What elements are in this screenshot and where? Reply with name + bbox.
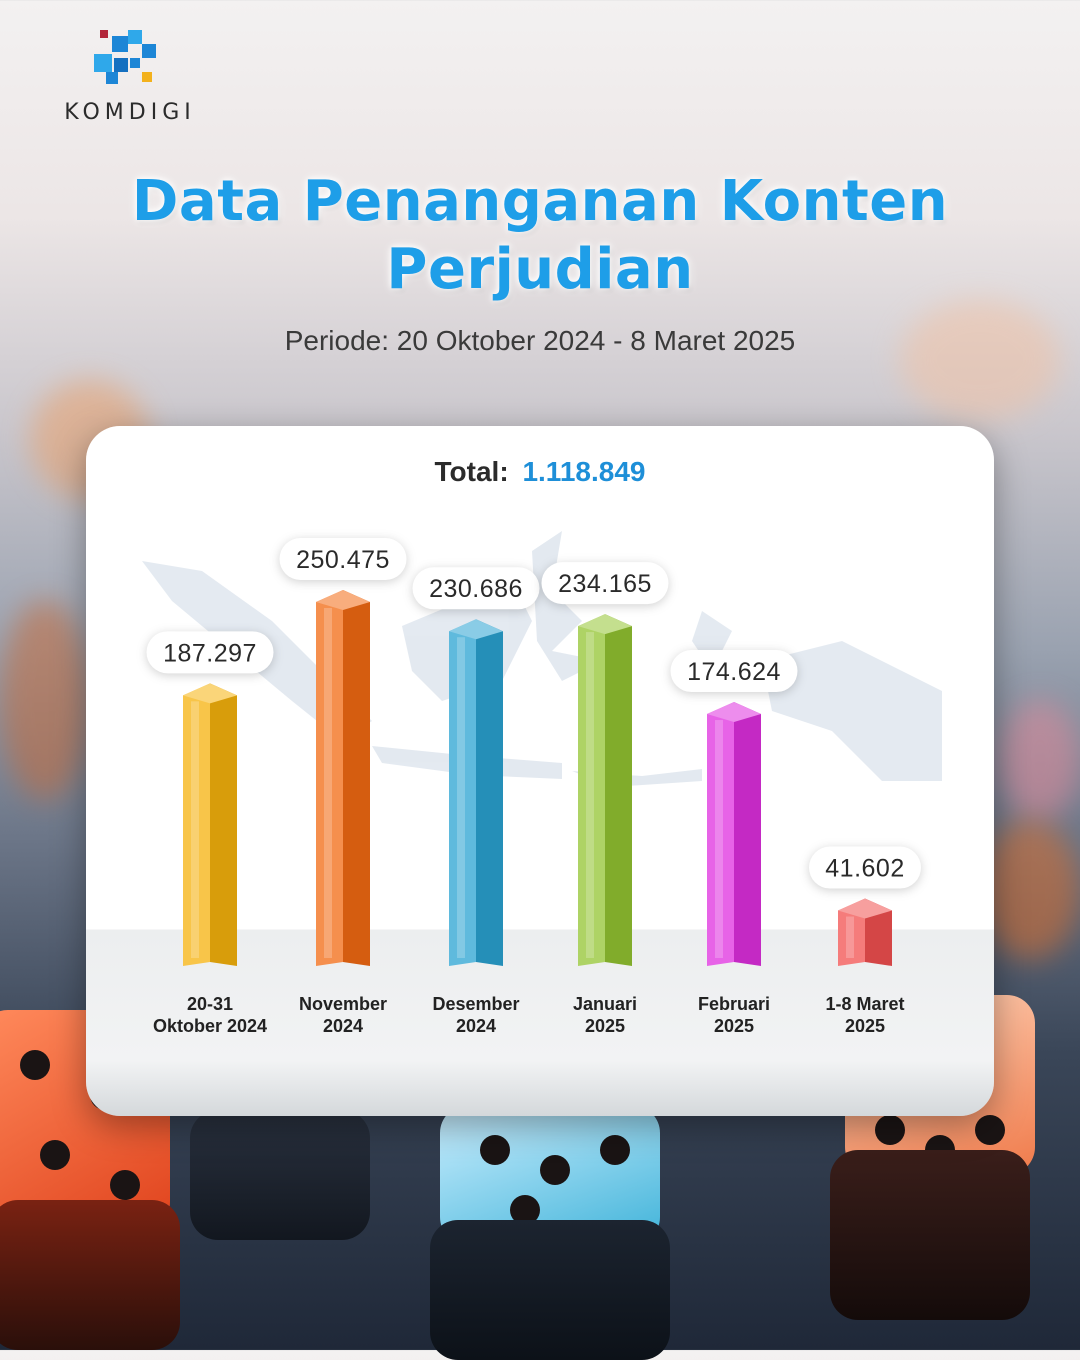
- value-label: 174.624: [687, 658, 781, 686]
- value-label-bg: [146, 631, 274, 674]
- dice-decoration-dark: [190, 1110, 370, 1240]
- page-title: Data Penanganan Konten Perjudian: [131, 169, 949, 302]
- category-label: 2024: [323, 1016, 363, 1036]
- value-label: 41.602: [825, 855, 904, 883]
- bar-6: [838, 898, 892, 966]
- bar-2: [316, 590, 370, 966]
- dice-decoration-left-shadow: [0, 1200, 180, 1350]
- value-label: 250.475: [296, 546, 390, 574]
- value-label-bg: [412, 567, 540, 610]
- category-label: November: [299, 994, 387, 1014]
- dice-decoration-center-dark: [430, 1220, 670, 1360]
- bar-3: [449, 619, 503, 966]
- value-label-bg: [541, 562, 669, 605]
- category-label: Desember: [432, 994, 519, 1014]
- value-label: 230.686: [429, 575, 523, 603]
- bar-1: [183, 683, 237, 966]
- category-label: 2025: [714, 1016, 754, 1036]
- total-summary: Total: 1.118.849: [86, 456, 994, 488]
- total-value: 1.118.849: [522, 456, 646, 487]
- period-subtitle: Periode: 20 Oktober 2024 - 8 Maret 2025: [284, 325, 796, 356]
- value-label-bg: [809, 846, 921, 889]
- chart-card: Total: 1.118.849 187.297 20-31 Oktober 202…: [86, 426, 994, 1116]
- komdigi-logo-icon: [94, 30, 156, 84]
- value-label-bg: [670, 650, 798, 693]
- category-label: 2025: [845, 1016, 885, 1036]
- category-label: 1-8 Maret: [825, 994, 904, 1014]
- value-label: 234.165: [558, 570, 652, 598]
- value-label: 187.297: [163, 639, 257, 667]
- dice-decoration-right-dark: [830, 1150, 1030, 1320]
- category-label: Februari: [698, 994, 770, 1014]
- category-label: 20-31: [187, 994, 233, 1014]
- total-label: Total:: [434, 456, 509, 487]
- komdigi-logo: KOMDIGI: [60, 28, 200, 128]
- category-label: Januari: [573, 994, 637, 1014]
- bar-5: [707, 702, 761, 966]
- category-label: Oktober 2024: [153, 1016, 267, 1036]
- brand-name: KOMDIGI: [64, 100, 196, 125]
- category-label: 2025: [585, 1016, 625, 1036]
- bar-4: [578, 614, 632, 966]
- category-label: 2024: [456, 1016, 496, 1036]
- value-label-bg: [279, 538, 407, 580]
